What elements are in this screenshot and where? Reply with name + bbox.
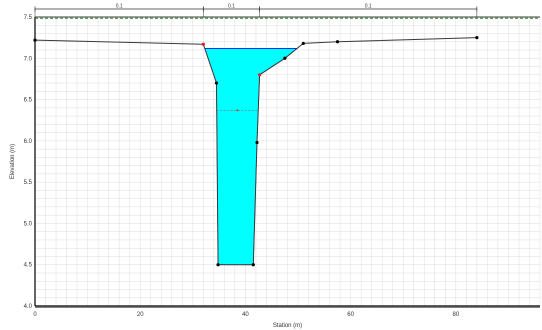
axes-layer (34, 16, 540, 308)
ground-point (475, 36, 479, 40)
x-tick-label: 0 (33, 312, 37, 318)
reach-length-label: 0.1 (228, 4, 235, 10)
water-fill (204, 48, 298, 266)
ground-point (283, 56, 287, 60)
x-tick-label: 80 (452, 312, 459, 318)
ground-point (201, 42, 205, 46)
ground-point (255, 140, 259, 145)
x-axis-title: Station (m) (273, 323, 302, 329)
ground-point (251, 263, 255, 267)
reach-length-layer: 0.1 0.1 0.1 (34, 4, 478, 17)
y-tick-label: 5.5 (24, 180, 33, 186)
x-tick-label: 60 (347, 312, 354, 318)
x-tick-label: 20 (137, 312, 144, 318)
y-axis-title: Elevation (m) (10, 144, 16, 179)
tick-label-layer: 0 20 40 60 80 4.0 4.5 5.0 5.5 6.0 6.5 7.0 7.5 (24, 15, 460, 318)
reach-length-label: 0.1 (365, 4, 372, 10)
points-layer (33, 36, 479, 267)
ground-point (216, 263, 220, 267)
y-tick-label: 7.5 (24, 15, 33, 21)
reach-length-label: 0.1 (116, 4, 123, 10)
ground-point (335, 40, 340, 44)
water-layer (204, 47, 298, 266)
ground-point (301, 41, 305, 46)
grid-layer (34, 16, 541, 307)
y-tick-label: 7.0 (24, 56, 33, 62)
y-tick-label: 4.0 (24, 304, 33, 310)
y-tick-label: 6.5 (24, 98, 33, 104)
y-tick-label: 6.0 (24, 139, 33, 145)
ground-point (258, 73, 262, 77)
y-tick-label: 4.5 (24, 263, 33, 269)
ground-point (214, 81, 219, 85)
x-tick-label: 40 (242, 312, 249, 318)
mid-depth-marker (236, 109, 239, 112)
y-tick-label: 5.0 (24, 221, 33, 227)
